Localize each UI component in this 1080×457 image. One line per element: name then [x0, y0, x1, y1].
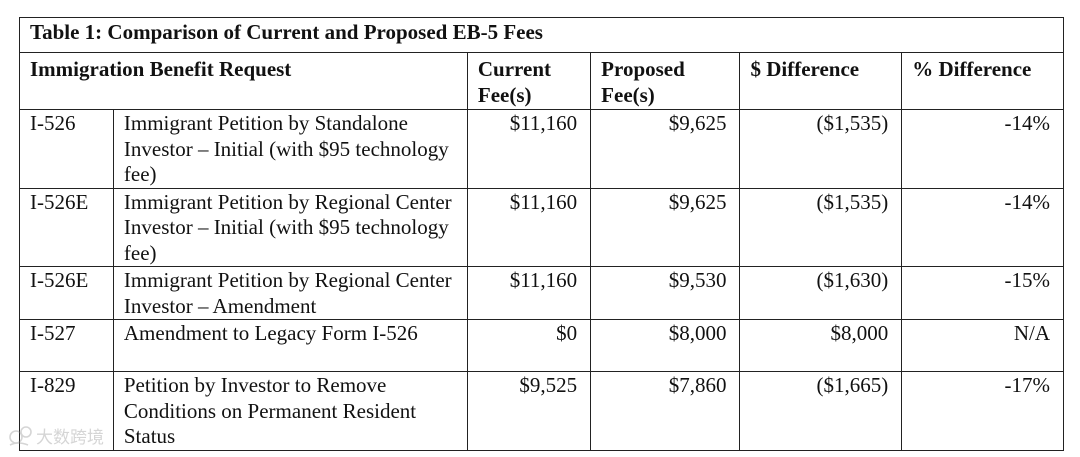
request-description: Immigrant Petition by Regional Center In… [112, 187, 468, 267]
proposed-fee: $9,530 [590, 266, 741, 320]
table-row: I-527 Amendment to Legacy Form I-526 $0 … [19, 319, 1064, 372]
table-row: I-526E Immigrant Petition by Regional Ce… [19, 266, 1064, 320]
table-header-row: Immigration Benefit Request Current Fee(… [19, 52, 1064, 110]
dollar-difference: ($1,630) [739, 266, 903, 320]
header-percent-difference: % Difference [901, 52, 1064, 110]
header-current-fee: Current Fee(s) [466, 52, 592, 110]
table-caption: Table 1: Comparison of Current and Propo… [19, 17, 1064, 53]
dollar-difference: ($1,535) [739, 109, 903, 189]
dollar-difference: ($1,665) [739, 371, 903, 451]
dollar-difference: $8,000 [739, 319, 903, 372]
proposed-fee: $9,625 [590, 187, 741, 267]
header-dollar-difference: $ Difference [739, 52, 903, 110]
current-fee: $11,160 [466, 187, 592, 267]
dollar-difference: ($1,535) [739, 187, 903, 267]
percent-difference: N/A [901, 319, 1064, 372]
request-description: Petition by Investor to Remove Condition… [112, 371, 468, 451]
form-number: I-527 [19, 319, 114, 372]
current-fee: $11,160 [466, 266, 592, 320]
table-row: I-526 Immigrant Petition by Standalone I… [19, 109, 1064, 189]
table-row: I-829 Petition by Investor to Remove Con… [19, 371, 1064, 451]
current-fee: $11,160 [466, 109, 592, 189]
request-description: Immigrant Petition by Standalone Investo… [112, 109, 468, 189]
header-request: Immigration Benefit Request [19, 52, 468, 110]
form-number: I-526E [19, 187, 114, 267]
current-fee: $9,525 [466, 371, 592, 451]
header-proposed-fee: Proposed Fee(s) [590, 52, 741, 110]
percent-difference: -14% [901, 109, 1064, 189]
fee-comparison-table: Table 1: Comparison of Current and Propo… [19, 17, 1064, 451]
proposed-fee: $9,625 [590, 109, 741, 189]
request-description: Amendment to Legacy Form I-526 [112, 319, 468, 372]
percent-difference: -17% [901, 371, 1064, 451]
table-caption-row: Table 1: Comparison of Current and Propo… [19, 17, 1064, 53]
form-number: I-526 [19, 109, 114, 189]
form-number: I-829 [19, 371, 114, 451]
request-description: Immigrant Petition by Regional Center In… [112, 266, 468, 320]
table-row: I-526E Immigrant Petition by Regional Ce… [19, 187, 1064, 267]
proposed-fee: $8,000 [590, 319, 741, 372]
percent-difference: -14% [901, 187, 1064, 267]
form-number: I-526E [19, 266, 114, 320]
current-fee: $0 [466, 319, 592, 372]
proposed-fee: $7,860 [590, 371, 741, 451]
percent-difference: -15% [901, 266, 1064, 320]
